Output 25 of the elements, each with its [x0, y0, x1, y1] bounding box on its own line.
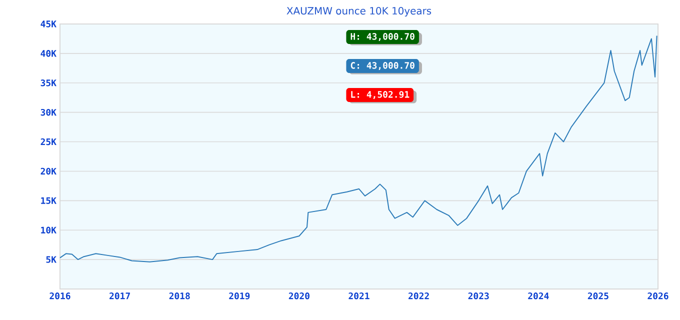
annotation: L: 4,502.91 [351, 91, 410, 99]
x-tick-label: 2021 [348, 292, 370, 300]
y-tick-label: 45K [40, 20, 56, 28]
y-tick-label: 25K [40, 138, 56, 146]
chart-title: XAUZMW ounce 10K 10years [286, 7, 432, 17]
y-tick-label: 30K [40, 108, 56, 116]
annotation: C: 43,000.70 [350, 62, 414, 70]
y-tick-label: 10K [41, 226, 56, 234]
x-tick-label: 2024 [528, 292, 549, 300]
line-series [60, 35, 658, 262]
x-tick-label: 2020 [288, 292, 310, 300]
y-tick-label: 5K [46, 256, 56, 263]
annotation: H: 43,000.70 [350, 33, 414, 41]
x-tick-label: 2022 [408, 292, 429, 300]
x-tick-label: 2018 [169, 292, 190, 300]
y-tick-label: 40K [40, 50, 56, 57]
y-tick-label: 35K [40, 79, 56, 86]
x-tick-label: 2017 [110, 292, 130, 300]
x-tick-label: 2019 [229, 292, 250, 300]
y-tick-label: 15K [41, 197, 56, 204]
x-tick-label: 2023 [468, 292, 489, 300]
x-tick-label: 2016 [50, 292, 70, 300]
x-tick-label: 2025 [588, 292, 608, 300]
y-tick-label: 20K [40, 168, 56, 175]
x-tick-label: 2026 [648, 292, 668, 300]
